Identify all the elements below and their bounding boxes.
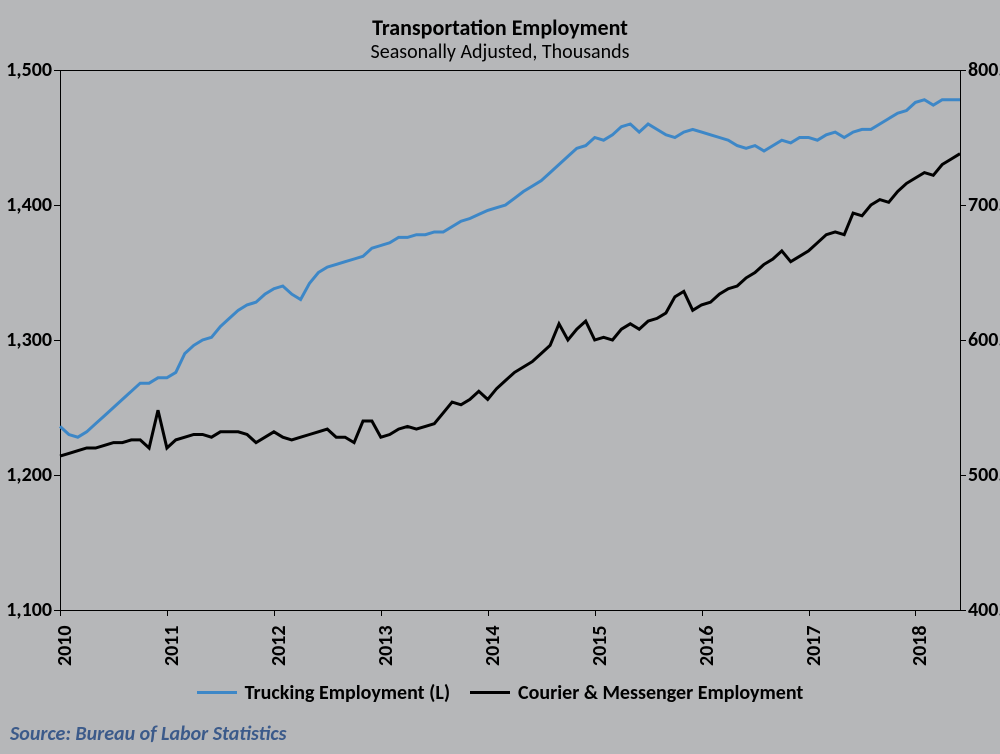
x-axis-label: 2012	[267, 625, 291, 666]
x-axis-label: 2011	[160, 625, 184, 666]
y-left-label: 1,500	[6, 58, 52, 82]
legend: Trucking Employment (L) Courier & Messeng…	[0, 676, 1000, 705]
y-left-label: 1,300	[6, 328, 52, 352]
y-right-label: 500.0	[968, 463, 1000, 487]
source-text: Source: Bureau of Labor Statistics	[10, 722, 286, 746]
y-left-label: 1,200	[6, 463, 52, 487]
y-right-label: 800.0	[968, 58, 1000, 82]
x-axis-label: 2016	[695, 625, 719, 666]
y-left-label: 1,400	[6, 193, 52, 217]
chart-container: Transportation Employment Seasonally Adj…	[0, 0, 1000, 754]
legend-swatch	[197, 691, 237, 694]
legend-item: Courier & Messenger Employment	[470, 681, 803, 705]
x-axis-label: 2014	[481, 625, 505, 666]
x-axis-label: 2013	[374, 625, 398, 666]
legend-label: Courier & Messenger Employment	[518, 681, 803, 705]
x-axis-label: 2017	[802, 625, 826, 666]
series-trucking	[60, 100, 960, 438]
legend-label: Trucking Employment (L)	[245, 681, 450, 705]
legend-swatch	[470, 691, 510, 694]
x-axis-label: 2018	[908, 625, 932, 666]
y-right-label: 700.0	[968, 193, 1000, 217]
legend-item: Trucking Employment (L)	[197, 681, 450, 705]
y-left-label: 1,100	[6, 598, 52, 622]
series-courier	[60, 154, 960, 456]
x-axis-label: 2010	[53, 625, 77, 666]
y-right-label: 600.0	[968, 328, 1000, 352]
y-right-label: 400.0	[968, 598, 1000, 622]
x-axis-label: 2015	[588, 625, 612, 666]
